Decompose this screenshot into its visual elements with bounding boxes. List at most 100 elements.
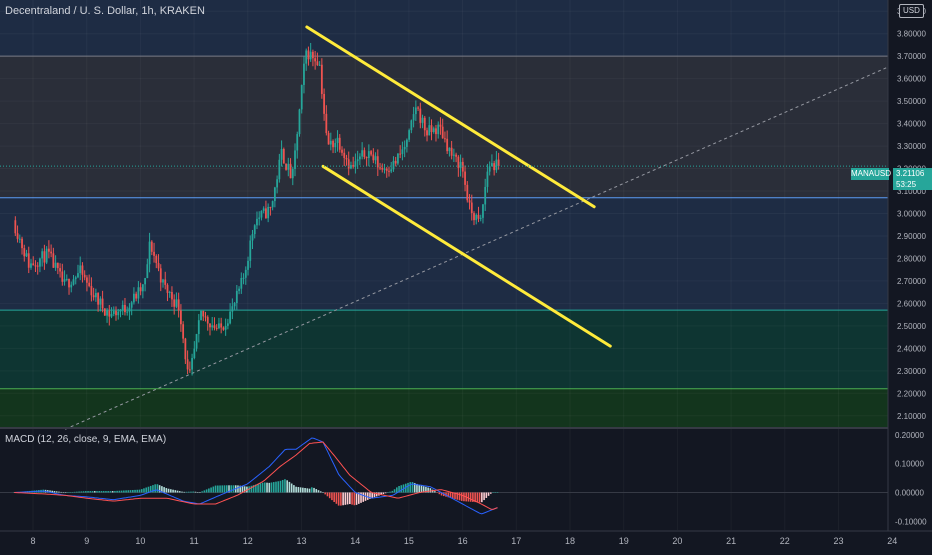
candle-body <box>251 234 254 241</box>
macd-histogram-bar <box>302 487 304 493</box>
macd-histogram-bar <box>494 492 497 493</box>
candle-body <box>354 161 357 167</box>
macd-histogram-bar <box>87 491 89 493</box>
candle-body <box>79 265 82 274</box>
candle-body <box>119 310 122 312</box>
candle-body <box>162 279 164 283</box>
candle-body <box>464 171 466 185</box>
macd-histogram-bar <box>447 492 450 498</box>
candle-body <box>296 134 299 151</box>
macd-histogram-bar <box>299 487 302 493</box>
macd-histogram-bar <box>172 489 174 493</box>
macd-histogram-bar <box>313 487 315 493</box>
candle-body <box>16 233 19 239</box>
candle-body <box>265 208 267 219</box>
candle-body <box>356 159 359 162</box>
candle-body <box>124 304 126 313</box>
candle-body <box>309 51 312 60</box>
candle-body <box>300 84 303 110</box>
macd-histogram-bar <box>228 485 230 493</box>
macd-histogram-bar <box>167 488 170 493</box>
macd-histogram-bar <box>232 485 235 493</box>
time-tick-label: 21 <box>726 536 736 546</box>
macd-histogram-bar <box>281 479 284 493</box>
chart-title: Decentraland / U. S. Dollar, 1h, KRAKEN <box>5 5 205 17</box>
candle-body <box>341 149 343 153</box>
macd-histogram-bar <box>467 492 470 502</box>
candle-body <box>166 284 169 293</box>
macd-histogram-bar <box>205 489 208 493</box>
price-zone-2 <box>0 197 888 311</box>
last-price-label: 3.21106 53:25 <box>893 168 932 190</box>
macd-histogram-bar <box>201 491 203 493</box>
macd-histogram-bar <box>181 491 183 493</box>
macd-histogram-bar <box>93 491 96 493</box>
candle-body <box>287 163 290 170</box>
macd-histogram-bar <box>165 488 168 493</box>
candle-body <box>280 149 283 160</box>
candle-body <box>14 220 17 234</box>
macd-histogram-bar <box>268 482 271 493</box>
candle-body <box>186 359 189 370</box>
candle-body <box>320 64 323 94</box>
candle-body <box>137 287 140 299</box>
candle-body <box>202 310 205 317</box>
macd-histogram-bar <box>342 492 344 506</box>
macd-histogram-bar <box>46 490 49 493</box>
macd-histogram-bar <box>196 492 199 493</box>
macd-histogram-bar <box>382 492 385 495</box>
candle-body <box>247 260 249 270</box>
price-zone-3 <box>0 310 888 389</box>
candle-body <box>260 210 263 218</box>
macd-histogram-bar <box>469 492 472 502</box>
candle-body <box>159 268 162 283</box>
candle-body <box>155 255 158 264</box>
candle-body <box>21 238 23 249</box>
macd-histogram-bar <box>80 491 83 493</box>
channel-lower-line <box>321 164 612 348</box>
candle-body <box>470 202 473 214</box>
candle-body <box>383 168 386 170</box>
candle-body <box>410 120 413 131</box>
macd-histogram-bar <box>478 492 481 503</box>
candle-body <box>271 201 274 208</box>
macd-histogram-bar <box>411 482 414 493</box>
candle-body <box>126 311 129 313</box>
price-tick-label: 2.30000 <box>897 367 926 376</box>
time-tick-label: 22 <box>780 536 790 546</box>
candle-body <box>36 265 39 267</box>
macd-histogram-bar <box>154 484 156 493</box>
macd-histogram-bar <box>243 486 246 493</box>
macd-histogram-bar <box>420 485 423 493</box>
macd-histogram-bar <box>264 482 266 493</box>
candle-body <box>358 156 361 160</box>
candle-body <box>482 204 484 218</box>
macd-histogram-bar <box>387 492 389 493</box>
macd-histogram-bar <box>322 492 324 493</box>
macd-histogram-bar <box>293 485 295 493</box>
macd-histogram-bar <box>340 492 342 506</box>
candle-body <box>101 298 104 309</box>
macd-histogram-bar <box>194 491 197 493</box>
macd-histogram-bar <box>279 480 282 493</box>
candle-body <box>267 206 270 219</box>
macd-histogram-bar <box>391 490 394 493</box>
macd-histogram-bar <box>429 488 432 493</box>
candle-body <box>343 152 346 158</box>
price-tick-label: 3.30000 <box>897 142 926 151</box>
macd-histogram-bar <box>58 491 60 493</box>
macd-histogram-bar <box>346 492 349 505</box>
currency-badge[interactable]: USD <box>899 4 924 18</box>
macd-histogram-bar <box>319 491 322 493</box>
macd-histogram-bar <box>476 492 479 503</box>
candle-body <box>150 241 153 252</box>
candle-body <box>249 240 252 261</box>
price-zone-4 <box>0 388 888 427</box>
candle-body <box>435 128 437 135</box>
candle-body <box>303 63 305 85</box>
candle-body <box>47 248 50 252</box>
candle-body <box>298 109 301 135</box>
time-tick-label: 13 <box>296 536 306 546</box>
